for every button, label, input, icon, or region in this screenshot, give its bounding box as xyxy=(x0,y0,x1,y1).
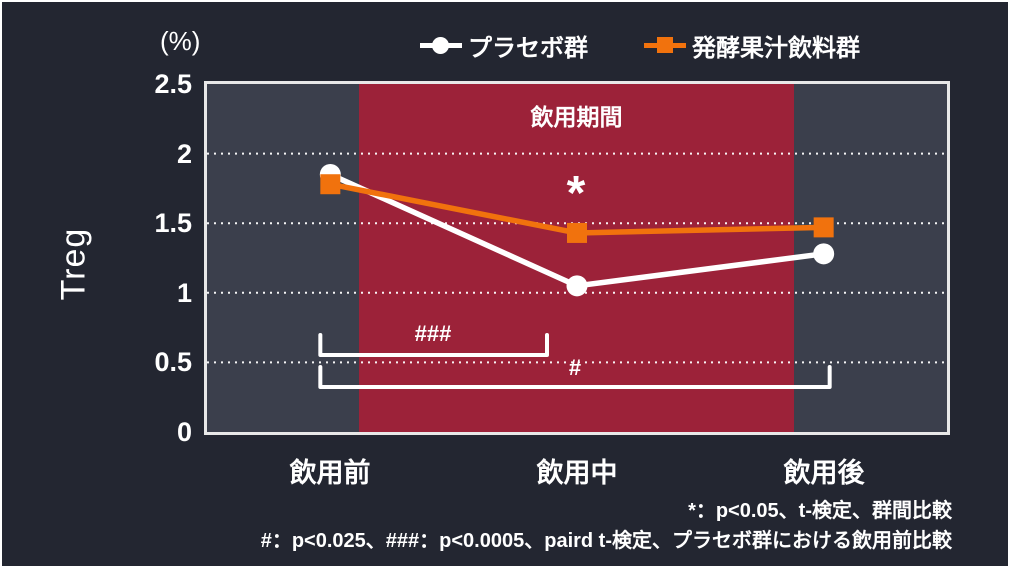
legend: プラセボ群 発酵果汁飲料群 xyxy=(420,28,860,63)
y-tick-2: 2 xyxy=(176,139,192,169)
y-tick-2-5: 2.5 xyxy=(154,69,192,99)
y-tick-1-5: 1.5 xyxy=(154,208,192,238)
circle-marker-icon xyxy=(420,37,462,54)
x-label-after: 飲用後 xyxy=(783,458,865,488)
footnotes: *：p<0.05、t-検定、群間比較 #：p<0.025、###：p<0.000… xyxy=(261,496,952,556)
plot-area: 飲用期間 * ### # xyxy=(204,81,950,435)
footnote-line-2: #：p<0.025、###：p<0.0005、paird t-検定、プラセボ群に… xyxy=(260,530,952,552)
y-tick-1: 1 xyxy=(176,278,192,308)
x-label-before: 飲用前 xyxy=(289,458,371,488)
y-axis-unit-label: (%) xyxy=(160,26,201,56)
significance-asterisk: * xyxy=(566,167,586,220)
legend-label-placebo: プラセボ群 xyxy=(468,35,588,62)
drinking-period-label: 飲用期間 xyxy=(530,104,623,130)
bracket-label-triple-hash: ### xyxy=(414,321,452,346)
drinking-period-shade xyxy=(359,84,794,432)
bracket-label-hash: # xyxy=(568,355,582,380)
footnote-line-1: *：p<0.05、t-検定、群間比較 xyxy=(688,500,952,522)
square-marker-icon xyxy=(644,37,686,53)
y-tick-0: 0 xyxy=(176,417,192,447)
legend-item-juice: 発酵果汁飲料群 xyxy=(644,28,860,63)
chart-canvas xyxy=(207,152,947,389)
legend-item-placebo: プラセボ群 xyxy=(420,28,588,63)
legend-label-juice: 発酵果汁飲料群 xyxy=(692,35,860,62)
y-tick-0-5: 0.5 xyxy=(154,347,192,377)
x-label-during: 飲用中 xyxy=(536,458,618,488)
